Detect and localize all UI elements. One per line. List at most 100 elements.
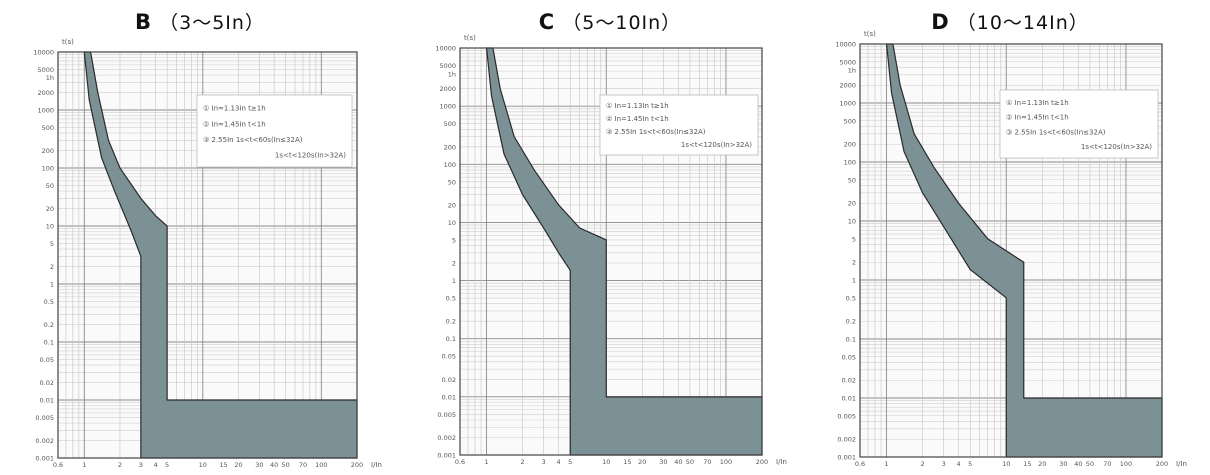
y-tick-label: 1000 (839, 100, 856, 108)
y-tick-label: 0.01 (842, 395, 856, 403)
x-tick-label: 5 (568, 458, 572, 466)
annotation-box (599, 94, 759, 156)
x-axis-label: I/In (1176, 460, 1187, 468)
y-tick-label: 1h (848, 67, 856, 75)
y-tick-label: 0.1 (446, 335, 456, 343)
y-tick-label: 10000 (835, 41, 856, 49)
annotation-box (196, 94, 353, 168)
x-tick-label: 70 (299, 461, 307, 469)
y-tick-label: 100 (844, 159, 856, 167)
y-tick-label: 500 (444, 120, 456, 128)
y-tick-label: 0.1 (846, 336, 856, 344)
y-tick-label: 0.001 (437, 452, 456, 460)
y-tick-label: 0.1 (44, 339, 54, 347)
annotation-line: ③ 2.55In 1s<t<60s(In≤32A) (203, 136, 303, 144)
y-tick-label: 1 (452, 277, 456, 285)
y-tick-label: 1000 (439, 103, 456, 111)
y-tick-label: 0.02 (442, 376, 456, 384)
y-tick-label: 2000 (439, 85, 456, 93)
y-tick-label: 100 (444, 161, 456, 169)
y-axis-label: t(s) (464, 34, 476, 42)
annotation-line: ① In=1.13In t≥1h (1006, 99, 1069, 107)
y-tick-label: 5 (852, 235, 856, 243)
y-tick-label: 0.5 (846, 294, 856, 302)
y-tick-label: 5 (50, 240, 54, 248)
x-tick-label: 4 (154, 461, 158, 469)
y-axis-label: t(s) (864, 30, 876, 38)
y-tick-label: 0.05 (442, 353, 456, 361)
x-tick-label: 0.6 (455, 458, 465, 466)
x-tick-label: 5 (968, 460, 972, 468)
x-tick-label: 70 (1103, 460, 1111, 468)
x-axis-label: I/In (371, 461, 382, 469)
y-tick-label: 0.02 (40, 379, 54, 387)
y-tick-label: 20 (46, 205, 54, 213)
y-tick-label: 2 (852, 259, 856, 267)
chart-title: C （5～10In） (410, 8, 810, 35)
y-tick-label: 10 (448, 219, 456, 227)
x-tick-label: 5 (165, 461, 169, 469)
x-tick-label: 1 (484, 458, 488, 466)
y-tick-label: 2 (50, 263, 54, 271)
x-tick-label: 2 (921, 460, 925, 468)
chart-panel-d: D （10～14In） 10000 5000 1h 2000 1000 500 200 100… (810, 0, 1210, 475)
y-tick-label: 500 (844, 117, 856, 125)
y-tick-label: 0.002 (437, 434, 456, 442)
chart-panel-b: B （3～5In） 10000 5000 1h 2000 1000 500 200 100 50… (0, 0, 400, 475)
y-tick-label: 5000 (37, 66, 54, 74)
y-tick-label: 0.02 (842, 377, 856, 385)
y-tick-label: 10 (46, 223, 54, 231)
x-tick-label: 50 (1086, 460, 1094, 468)
x-tick-label: 200 (756, 458, 768, 466)
y-tick-label: 50 (848, 176, 856, 184)
y-tick-label: 2 (452, 260, 456, 268)
x-tick-label: 3 (139, 461, 143, 469)
y-tick-label: 10 (848, 218, 856, 226)
y-tick-label: 200 (444, 143, 456, 151)
y-tick-label: 0.5 (446, 295, 456, 303)
x-tick-label: 4 (557, 458, 561, 466)
y-tick-label: 0.005 (837, 412, 856, 420)
x-tick-label: 30 (659, 458, 667, 466)
chart-title: B （3～5In） (0, 8, 400, 35)
x-tick-label: 200 (1156, 460, 1168, 468)
y-tick-label: 2000 (839, 82, 856, 90)
y-tick-label: 2000 (37, 89, 54, 97)
title-letter: C (538, 10, 556, 34)
x-tick-label: 40 (1074, 460, 1082, 468)
annotation-line: 1s<t<120s(In>32A) (275, 152, 346, 160)
y-tick-label: 50 (46, 182, 54, 190)
x-tick-label: 1 (82, 461, 86, 469)
y-tick-label: 10000 (435, 45, 456, 53)
y-tick-label: 5000 (439, 62, 456, 70)
x-tick-label: 20 (234, 461, 242, 469)
x-tick-label: 70 (703, 458, 711, 466)
x-tick-label: 15 (623, 458, 631, 466)
annotation-line: ③ 2.55In 1s<t<60s(In≤32A) (1006, 128, 1106, 136)
y-tick-label: 5000 (839, 58, 856, 66)
x-tick-label: 2 (118, 461, 122, 469)
y-tick-label: 0.5 (44, 298, 54, 306)
x-tick-label: 15 (220, 461, 228, 469)
x-tick-label: 20 (1038, 460, 1046, 468)
plot-frame (459, 47, 763, 456)
x-tick-label: 0.6 (53, 461, 63, 469)
x-axis-label: I/In (776, 458, 787, 466)
x-tick-label: 100 (720, 458, 732, 466)
y-tick-label: 0.05 (40, 356, 54, 364)
title-range: （5～10In） (562, 12, 682, 34)
y-tick-label: 0.01 (442, 393, 456, 401)
y-tick-label: 0.001 (837, 454, 856, 462)
x-tick-label: 1 (884, 460, 888, 468)
x-tick-label: 10 (199, 461, 207, 469)
title-range: （10～14In） (956, 12, 1089, 34)
y-tick-label: 1h (46, 74, 54, 82)
annotation-line: ② In=1.45In t<1h (1006, 114, 1069, 122)
y-tick-label: 0.002 (35, 437, 54, 445)
x-tick-label: 40 (270, 461, 278, 469)
y-tick-label: 5 (452, 236, 456, 244)
x-tick-label: 10 (1002, 460, 1010, 468)
x-tick-label: 50 (282, 461, 290, 469)
x-tick-label: 0.6 (855, 460, 865, 468)
